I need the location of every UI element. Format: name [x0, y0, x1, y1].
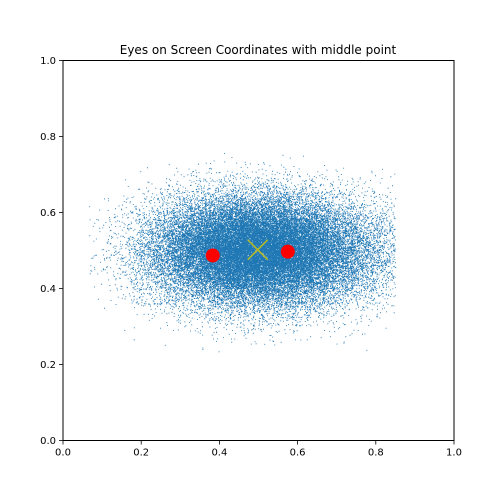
left-eye-point — [205, 248, 220, 263]
plot-area-frame — [62, 60, 455, 441]
middle-point-x-marker — [247, 239, 269, 261]
axis-layer: 0.0 0.2 0.4 0.6 0.8 1.0 0.0 0.2 0.4 0.6 0.8 1.0 — [40, 56, 462, 459]
y-tick-label: 0.2 — [40, 360, 56, 371]
y-tick-label: 1.0 — [40, 56, 56, 67]
x-tick-label: 0.0 — [55, 448, 71, 459]
y-tick-label: 0.6 — [40, 208, 56, 219]
y-tick-label: 0.8 — [40, 132, 56, 143]
x-tick-label: 1.0 — [446, 448, 462, 459]
x-tick-label: 0.6 — [290, 448, 306, 459]
chart-title: Eyes on Screen Coordinates with middle p… — [120, 43, 397, 57]
x-tick-label: 0.2 — [133, 448, 149, 459]
scatter-points-layer — [89, 153, 397, 353]
x-tick-label: 0.4 — [211, 448, 227, 459]
gaze-point-cloud — [89, 153, 397, 353]
y-tick-label: 0.4 — [40, 284, 56, 295]
x-tick-label: 0.8 — [368, 448, 384, 459]
marker-layer — [205, 239, 295, 263]
right-eye-point — [280, 244, 295, 259]
y-tick-label: 0.0 — [40, 436, 56, 447]
